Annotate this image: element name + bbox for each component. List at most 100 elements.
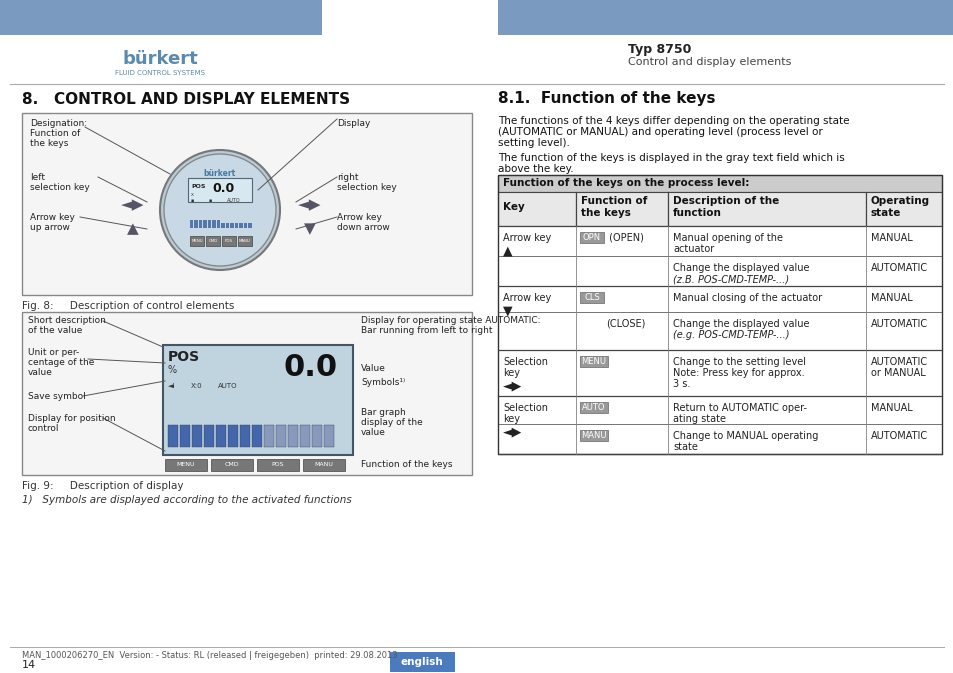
Text: or MANUAL: or MANUAL bbox=[870, 368, 924, 378]
Text: AUTO: AUTO bbox=[227, 198, 240, 203]
Bar bbox=[576, 424, 667, 454]
Bar bbox=[865, 312, 941, 350]
Bar bbox=[576, 226, 667, 256]
Text: AUTOMATIC: AUTOMATIC bbox=[870, 357, 927, 367]
Bar bbox=[865, 226, 941, 256]
Bar bbox=[865, 192, 941, 226]
Bar bbox=[497, 396, 576, 424]
Text: POS: POS bbox=[191, 184, 205, 189]
Text: Selection: Selection bbox=[502, 403, 547, 413]
Bar bbox=[497, 286, 576, 312]
Bar bbox=[22, 113, 472, 295]
Bar bbox=[576, 396, 667, 424]
Text: (AUTOMATIC or MANUAL) and operating level (process level or: (AUTOMATIC or MANUAL) and operating leve… bbox=[497, 127, 821, 137]
Text: Return to AUTOMATIC oper-: Return to AUTOMATIC oper- bbox=[672, 403, 806, 413]
Text: ▲: ▲ bbox=[502, 244, 512, 257]
Bar bbox=[667, 226, 865, 256]
Text: Selection: Selection bbox=[502, 357, 547, 367]
Text: (e.g. POS-CMD-TEMP-...): (e.g. POS-CMD-TEMP-...) bbox=[672, 330, 789, 340]
Text: Arrow key: Arrow key bbox=[336, 213, 381, 222]
Bar bbox=[667, 396, 865, 424]
Text: ▼: ▼ bbox=[502, 304, 512, 317]
Text: Bar running from left to right: Bar running from left to right bbox=[360, 326, 492, 335]
Text: key: key bbox=[502, 414, 519, 424]
Text: up arrow: up arrow bbox=[30, 223, 70, 232]
Bar bbox=[231, 223, 233, 228]
Text: selection key: selection key bbox=[30, 183, 90, 192]
Bar bbox=[215, 425, 226, 447]
Text: Change to the setting level: Change to the setting level bbox=[672, 357, 805, 367]
Text: Save symbol: Save symbol bbox=[28, 392, 86, 401]
Bar bbox=[168, 425, 178, 447]
Text: Display for operating state AUTOMATIC:: Display for operating state AUTOMATIC: bbox=[360, 316, 540, 325]
Bar bbox=[211, 459, 253, 471]
Bar bbox=[576, 312, 667, 350]
Text: down arrow: down arrow bbox=[336, 223, 390, 232]
Text: MANUAL: MANUAL bbox=[870, 293, 912, 303]
Text: Control and display elements: Control and display elements bbox=[627, 57, 791, 67]
Text: MENU: MENU bbox=[581, 357, 606, 366]
Bar bbox=[252, 425, 262, 447]
Text: ◄I: ◄I bbox=[168, 383, 175, 389]
Text: Function of
the keys: Function of the keys bbox=[580, 197, 647, 218]
Bar bbox=[222, 236, 235, 246]
Circle shape bbox=[164, 154, 275, 266]
Text: ◄▶: ◄▶ bbox=[502, 379, 521, 392]
Text: Operating
state: Operating state bbox=[870, 197, 929, 218]
Text: (OPEN): (OPEN) bbox=[605, 232, 643, 242]
Text: bürkert: bürkert bbox=[122, 50, 197, 68]
Text: 1)   Symbols are displayed according to the activated functions: 1) Symbols are displayed according to th… bbox=[22, 495, 352, 505]
Text: MANU: MANU bbox=[239, 239, 251, 243]
Text: selection key: selection key bbox=[336, 183, 396, 192]
Text: centage of the: centage of the bbox=[28, 358, 94, 367]
Text: MAN_1000206270_EN  Version: - Status: RL (released | freigegeben)  printed: 29.0: MAN_1000206270_EN Version: - Status: RL … bbox=[22, 651, 397, 660]
Text: Display: Display bbox=[336, 119, 370, 128]
Text: POS: POS bbox=[168, 350, 200, 364]
Bar bbox=[22, 312, 472, 475]
Text: 0.0: 0.0 bbox=[284, 353, 337, 382]
Bar bbox=[248, 223, 252, 228]
Text: MENU: MENU bbox=[191, 239, 203, 243]
Bar bbox=[865, 350, 941, 396]
Bar bbox=[213, 220, 215, 228]
Text: X:0: X:0 bbox=[191, 383, 202, 389]
Text: ▪: ▪ bbox=[191, 198, 194, 203]
Bar bbox=[497, 256, 576, 286]
Bar bbox=[579, 430, 607, 441]
Bar bbox=[208, 220, 212, 228]
Text: CMD: CMD bbox=[225, 462, 239, 468]
Text: The functions of the 4 keys differ depending on the operating state: The functions of the 4 keys differ depen… bbox=[497, 116, 848, 126]
Text: Function of the keys on the process level:: Function of the keys on the process leve… bbox=[502, 178, 749, 188]
Text: MANU: MANU bbox=[314, 462, 334, 468]
Bar bbox=[221, 223, 225, 228]
Bar bbox=[192, 425, 202, 447]
Bar bbox=[194, 220, 198, 228]
Text: setting level).: setting level). bbox=[497, 138, 569, 148]
Text: Fig. 8:     Description of control elements: Fig. 8: Description of control elements bbox=[22, 301, 234, 311]
Text: The function of the keys is displayed in the gray text field which is: The function of the keys is displayed in… bbox=[497, 153, 843, 163]
Bar bbox=[203, 220, 207, 228]
Text: actuator: actuator bbox=[672, 244, 714, 254]
Text: AUTO: AUTO bbox=[581, 403, 605, 412]
Text: Unit or per-: Unit or per- bbox=[28, 348, 79, 357]
Bar bbox=[667, 256, 865, 286]
Bar bbox=[165, 459, 207, 471]
Text: above the key.: above the key. bbox=[497, 164, 573, 174]
Text: english: english bbox=[400, 657, 443, 667]
Text: Function of the keys: Function of the keys bbox=[360, 460, 452, 469]
Text: AUTO: AUTO bbox=[218, 383, 237, 389]
Bar bbox=[579, 292, 603, 303]
Bar bbox=[234, 223, 238, 228]
Bar bbox=[497, 0, 953, 35]
Text: MENU: MENU bbox=[176, 462, 195, 468]
Text: Change the displayed value: Change the displayed value bbox=[672, 263, 809, 273]
Bar bbox=[865, 256, 941, 286]
Text: (z.B. POS-CMD-TEMP-...): (z.B. POS-CMD-TEMP-...) bbox=[672, 274, 788, 284]
Bar bbox=[180, 425, 190, 447]
Bar bbox=[497, 350, 576, 396]
Text: 3 s.: 3 s. bbox=[672, 379, 690, 389]
Bar bbox=[190, 236, 204, 246]
Text: (CLOSE): (CLOSE) bbox=[605, 318, 644, 328]
Bar bbox=[667, 286, 865, 312]
Bar bbox=[497, 226, 576, 256]
